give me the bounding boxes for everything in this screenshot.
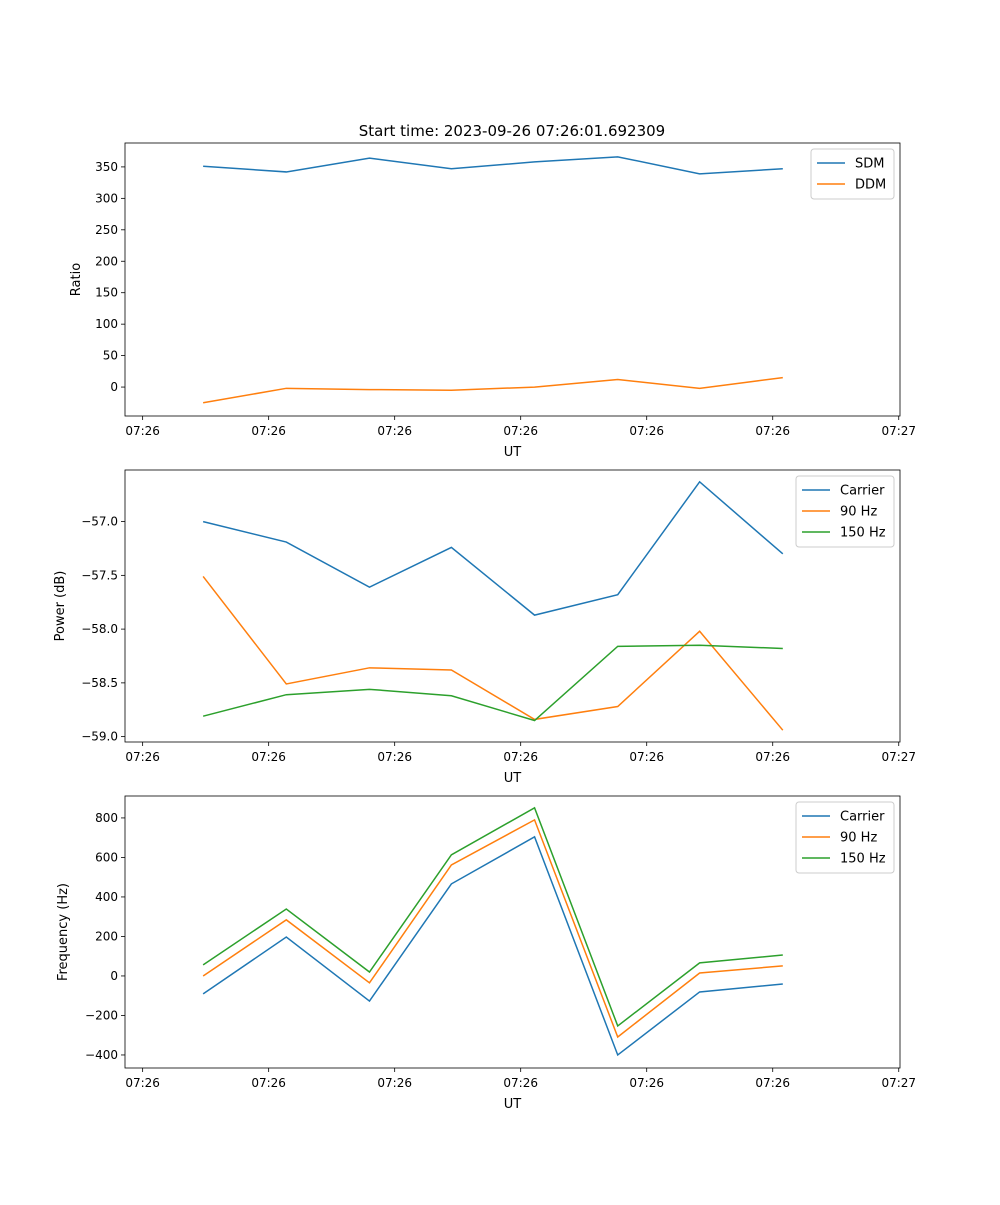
x-tick-label: 07:26 <box>503 1076 538 1090</box>
legend-label: Carrier <box>840 484 885 499</box>
x-tick-label: 07:27 <box>881 1076 916 1090</box>
y-tick-label: 800 <box>95 811 118 825</box>
y-tick-label: 0 <box>110 380 118 394</box>
y-tick-label: 350 <box>95 160 118 174</box>
legend: Carrier 90 Hz 150 Hz <box>795 475 895 548</box>
y-tick-label: 250 <box>95 223 118 237</box>
y-axis-label: Ratio <box>69 263 84 296</box>
legend-label: 90 Hz <box>840 831 877 846</box>
axes-frame <box>124 142 901 417</box>
x-tick-label: 07:26 <box>755 750 790 764</box>
y-tick-label: −400 <box>85 1048 118 1062</box>
x-axis-label: UT <box>504 771 522 786</box>
series-line-sdm <box>203 156 783 175</box>
x-tick-label: 07:26 <box>377 750 412 764</box>
x-tick-label: 07:27 <box>881 424 916 438</box>
y-tick-label: 150 <box>95 286 118 300</box>
x-tick-label: 07:26 <box>251 1076 286 1090</box>
x-tick-label: 07:26 <box>503 750 538 764</box>
y-tick-label: 200 <box>95 929 118 943</box>
x-tick-label: 07:26 <box>377 1076 412 1090</box>
legend-box <box>795 801 895 874</box>
x-axis-label: UT <box>504 445 522 460</box>
legend: Carrier 90 Hz 150 Hz <box>795 801 895 874</box>
x-tick-label: 07:26 <box>125 750 160 764</box>
legend-label: 150 Hz <box>840 852 886 867</box>
series-line-carrier <box>202 835 783 1057</box>
y-tick-label: 100 <box>95 317 118 331</box>
y-tick-label: −57.5 <box>81 568 118 582</box>
subplot-3: 07:26 07:26 07:26 07:26 07:26 07:26 07:27 −400 −… <box>56 795 916 1112</box>
series-line-90-hz <box>202 818 783 1039</box>
x-tick-label: 07:26 <box>251 424 286 438</box>
legend-label: DDM <box>855 178 886 193</box>
y-axis-label: Frequency (Hz) <box>56 883 71 981</box>
y-tick-label: −58.5 <box>81 676 118 690</box>
x-tick-label: 07:26 <box>503 424 538 438</box>
axes-frame <box>124 469 901 743</box>
y-tick-label: 0 <box>110 969 118 983</box>
subplot-1: 07:26 07:26 07:26 07:26 07:26 07:26 07:27 0 50 10… <box>69 142 916 460</box>
x-tick-label: 07:26 <box>755 424 790 438</box>
y-tick-label: −200 <box>85 1008 118 1022</box>
legend-label: Carrier <box>840 810 885 825</box>
y-tick-label: 200 <box>95 254 118 268</box>
legend: SDM DDM <box>810 148 895 200</box>
x-tick-label: 07:26 <box>125 424 160 438</box>
x-tick-label: 07:26 <box>629 1076 664 1090</box>
x-tick-label: 07:26 <box>755 1076 790 1090</box>
y-tick-label: −59.0 <box>81 730 118 744</box>
series-line-carrier <box>202 480 784 616</box>
x-tick-label: 07:27 <box>881 750 916 764</box>
series-line-90-hz <box>202 575 784 731</box>
axes-frame <box>124 795 901 1069</box>
y-tick-label: 600 <box>95 850 118 864</box>
y-tick-label: 400 <box>95 890 118 904</box>
x-tick-label: 07:26 <box>251 750 286 764</box>
x-tick-label: 07:26 <box>125 1076 160 1090</box>
legend-label: SDM <box>855 157 884 172</box>
y-tick-label: 300 <box>95 191 118 205</box>
y-tick-label: −58.0 <box>81 622 118 636</box>
chart-title: Start time: 2023-09-26 07:26:01.692309 <box>359 122 665 140</box>
series-line-ddm <box>203 376 783 404</box>
subplot-2: 07:26 07:26 07:26 07:26 07:26 07:26 07:27 −59.0… <box>53 469 916 786</box>
y-tick-label: −57.0 <box>81 515 118 529</box>
legend-label: 150 Hz <box>840 526 886 541</box>
legend-label: 90 Hz <box>840 505 877 520</box>
y-axis-label: Power (dB) <box>53 571 68 642</box>
x-tick-label: 07:26 <box>629 424 664 438</box>
series-line-150-hz <box>202 806 783 1028</box>
y-tick-label: 50 <box>103 349 118 363</box>
legend-box <box>810 148 895 200</box>
x-tick-label: 07:26 <box>629 750 664 764</box>
legend-box <box>795 475 895 548</box>
x-axis-label: UT <box>504 1097 522 1112</box>
series-line-150-hz <box>202 644 783 722</box>
x-tick-label: 07:26 <box>377 424 412 438</box>
